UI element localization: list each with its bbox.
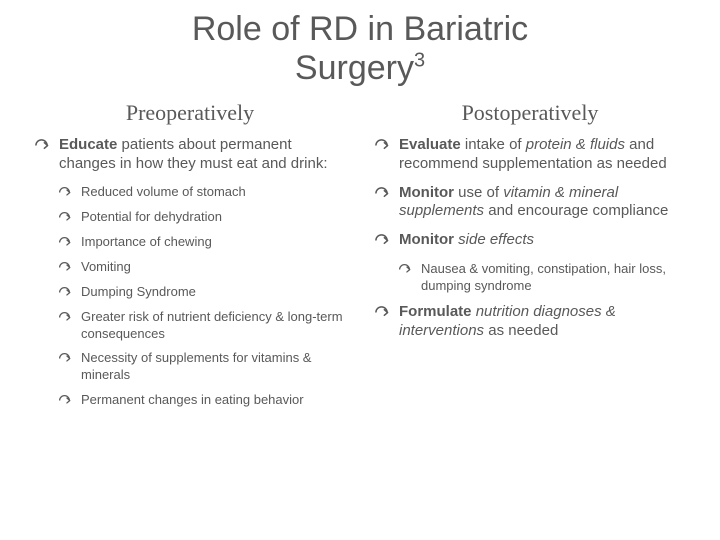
title-line1: Role of RD in Bariatric xyxy=(192,10,528,48)
left-heading: Preoperatively xyxy=(30,100,350,126)
slide-title: Role of RD in Bariatric Surgery3 xyxy=(30,10,690,88)
bullet-text: Importance of chewing xyxy=(81,234,350,251)
bullet-level2: Necessity of supplements for vitamins & … xyxy=(30,350,350,384)
bullet-text: Nausea & vomiting, constipation, hair lo… xyxy=(421,261,690,295)
bullet-level2: Importance of chewing xyxy=(30,234,350,251)
columns: Preoperatively Educate patients about pe… xyxy=(30,100,690,417)
bullet-marker-icon xyxy=(374,184,389,204)
bullet-text: Educate patients about permanent changes… xyxy=(59,136,350,174)
title-line2-pre: Surgery xyxy=(295,49,414,87)
bullet-text: Dumping Syndrome xyxy=(81,284,350,301)
right-list: Evaluate intake of protein & fluids and … xyxy=(370,136,690,340)
bullet-level1: Evaluate intake of protein & fluids and … xyxy=(370,136,690,174)
title-superscript: 3 xyxy=(414,50,425,72)
bullet-marker-icon xyxy=(58,350,71,367)
bullet-text: Greater risk of nutrient deficiency & lo… xyxy=(81,309,350,343)
bullet-text: Vomiting xyxy=(81,259,350,276)
bullet-marker-icon xyxy=(374,231,389,251)
bullet-level2: Dumping Syndrome xyxy=(30,284,350,301)
slide: Role of RD in Bariatric Surgery3 Preoper… xyxy=(0,0,720,540)
bullet-text: Potential for dehydration xyxy=(81,209,350,226)
left-column: Preoperatively Educate patients about pe… xyxy=(30,100,350,417)
bullet-marker-icon xyxy=(374,136,389,156)
left-list: Educate patients about permanent changes… xyxy=(30,136,350,409)
bullet-level2: Potential for dehydration xyxy=(30,209,350,226)
bullet-level2: Greater risk of nutrient deficiency & lo… xyxy=(30,309,350,343)
bullet-text: Formulate nutrition diagnoses & interven… xyxy=(399,303,690,341)
bullet-marker-icon xyxy=(34,136,49,156)
bullet-text: Reduced volume of stomach xyxy=(81,184,350,201)
bullet-marker-icon xyxy=(58,234,71,251)
right-heading: Postoperatively xyxy=(370,100,690,126)
bullet-level1: Monitor use of vitamin & mineral supplem… xyxy=(370,184,690,222)
bullet-level1: Formulate nutrition diagnoses & interven… xyxy=(370,303,690,341)
bullet-text: Necessity of supplements for vitamins & … xyxy=(81,350,350,384)
bullet-level2: Vomiting xyxy=(30,259,350,276)
bullet-marker-icon xyxy=(374,303,389,323)
bullet-marker-icon xyxy=(58,259,71,276)
bullet-marker-icon xyxy=(58,184,71,201)
bullet-level2: Nausea & vomiting, constipation, hair lo… xyxy=(370,261,690,295)
bullet-level2: Reduced volume of stomach xyxy=(30,184,350,201)
bullet-marker-icon xyxy=(58,284,71,301)
bullet-level1: Educate patients about permanent changes… xyxy=(30,136,350,174)
bullet-marker-icon xyxy=(58,209,71,226)
bullet-text: Permanent changes in eating behavior xyxy=(81,392,350,409)
bullet-level2: Permanent changes in eating behavior xyxy=(30,392,350,409)
bullet-text: Evaluate intake of protein & fluids and … xyxy=(399,136,690,174)
bullet-marker-icon xyxy=(58,392,71,409)
bullet-text: Monitor side effects xyxy=(399,231,690,250)
bullet-marker-icon xyxy=(58,309,71,326)
bullet-level1: Monitor side effects xyxy=(370,231,690,251)
bullet-marker-icon xyxy=(398,261,411,278)
right-column: Postoperatively Evaluate intake of prote… xyxy=(370,100,690,417)
bullet-text: Monitor use of vitamin & mineral supplem… xyxy=(399,184,690,222)
